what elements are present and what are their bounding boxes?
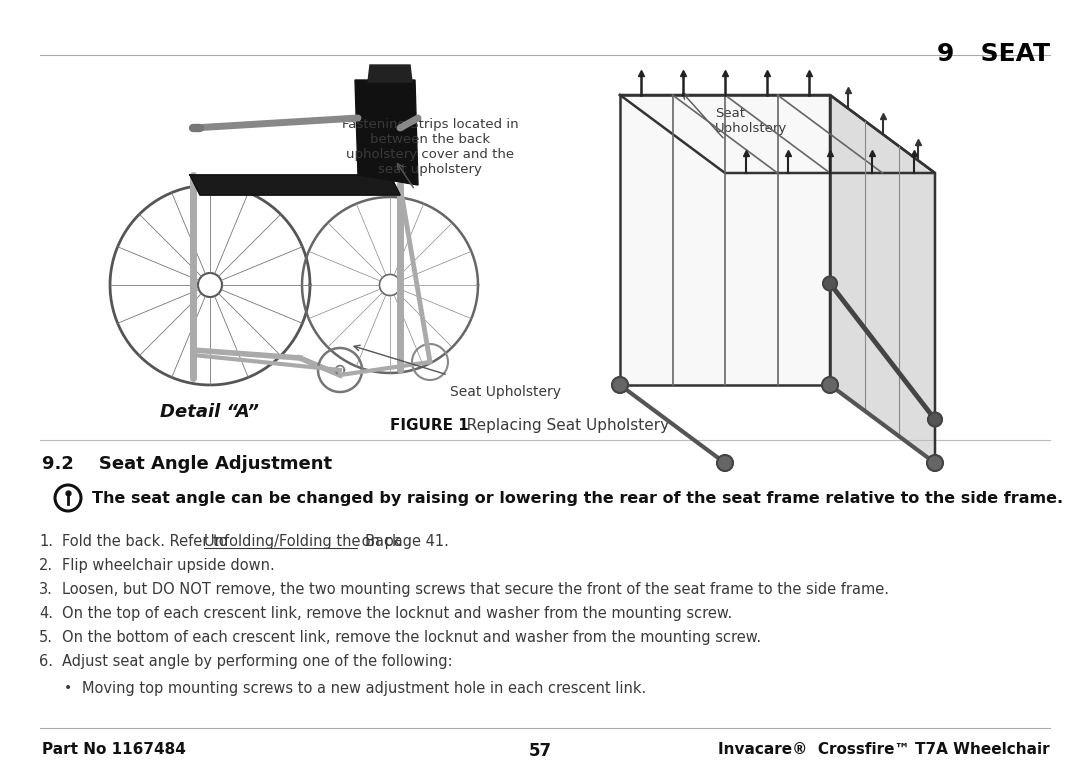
- Text: Seat Upholstery: Seat Upholstery: [450, 385, 561, 399]
- Text: 1.: 1.: [39, 534, 53, 549]
- Text: Flip wheelchair upside down.: Flip wheelchair upside down.: [62, 558, 274, 573]
- Text: The seat angle can be changed by raising or lowering the rear of the seat frame : The seat angle can be changed by raising…: [92, 491, 1063, 506]
- Text: 3.: 3.: [39, 582, 53, 597]
- Text: Adjust seat angle by performing one of the following:: Adjust seat angle by performing one of t…: [62, 654, 453, 669]
- Circle shape: [928, 412, 942, 427]
- Text: 5.: 5.: [39, 630, 53, 645]
- Circle shape: [612, 377, 627, 393]
- Text: Moving top mounting screws to a new adjustment hole in each crescent link.: Moving top mounting screws to a new adju…: [82, 681, 646, 696]
- Circle shape: [927, 455, 943, 471]
- Text: Invacare®  Crossfire™ T7A Wheelchair: Invacare® Crossfire™ T7A Wheelchair: [718, 742, 1050, 757]
- Text: 57: 57: [528, 742, 552, 760]
- Text: FIGURE 1: FIGURE 1: [390, 418, 469, 433]
- Circle shape: [822, 377, 838, 393]
- Text: Seat
Upholstery: Seat Upholstery: [715, 107, 787, 135]
- Text: 6.: 6.: [39, 654, 53, 669]
- Text: 9.2    Seat Angle Adjustment: 9.2 Seat Angle Adjustment: [42, 455, 333, 473]
- Text: Unfolding/Folding the Back: Unfolding/Folding the Back: [204, 534, 401, 549]
- Polygon shape: [620, 95, 831, 385]
- Polygon shape: [355, 80, 418, 185]
- Text: 9   SEAT: 9 SEAT: [937, 42, 1050, 66]
- Polygon shape: [831, 95, 935, 463]
- Text: Loosen, but DO NOT remove, the two mounting screws that secure the front of the : Loosen, but DO NOT remove, the two mount…: [62, 582, 889, 597]
- Text: Fastening Strips located in
between the back
upholstery cover and the
seat uphol: Fastening Strips located in between the …: [341, 118, 518, 176]
- Text: on page 41.: on page 41.: [357, 534, 449, 549]
- Polygon shape: [368, 65, 411, 82]
- Text: Fold the back. Refer to: Fold the back. Refer to: [62, 534, 232, 549]
- Text: Replacing Seat Upholstery: Replacing Seat Upholstery: [453, 418, 670, 433]
- Text: On the top of each crescent link, remove the locknut and washer from the mountin: On the top of each crescent link, remove…: [62, 606, 732, 621]
- Circle shape: [717, 455, 733, 471]
- Text: •: •: [64, 681, 72, 695]
- Polygon shape: [190, 175, 400, 195]
- Polygon shape: [620, 95, 935, 173]
- Text: 4.: 4.: [39, 606, 53, 621]
- Text: Part No 1167484: Part No 1167484: [42, 742, 186, 757]
- Circle shape: [823, 277, 837, 290]
- Text: 2.: 2.: [39, 558, 53, 573]
- Text: On the bottom of each crescent link, remove the locknut and washer from the moun: On the bottom of each crescent link, rem…: [62, 630, 761, 645]
- Text: Detail “A”: Detail “A”: [160, 403, 259, 421]
